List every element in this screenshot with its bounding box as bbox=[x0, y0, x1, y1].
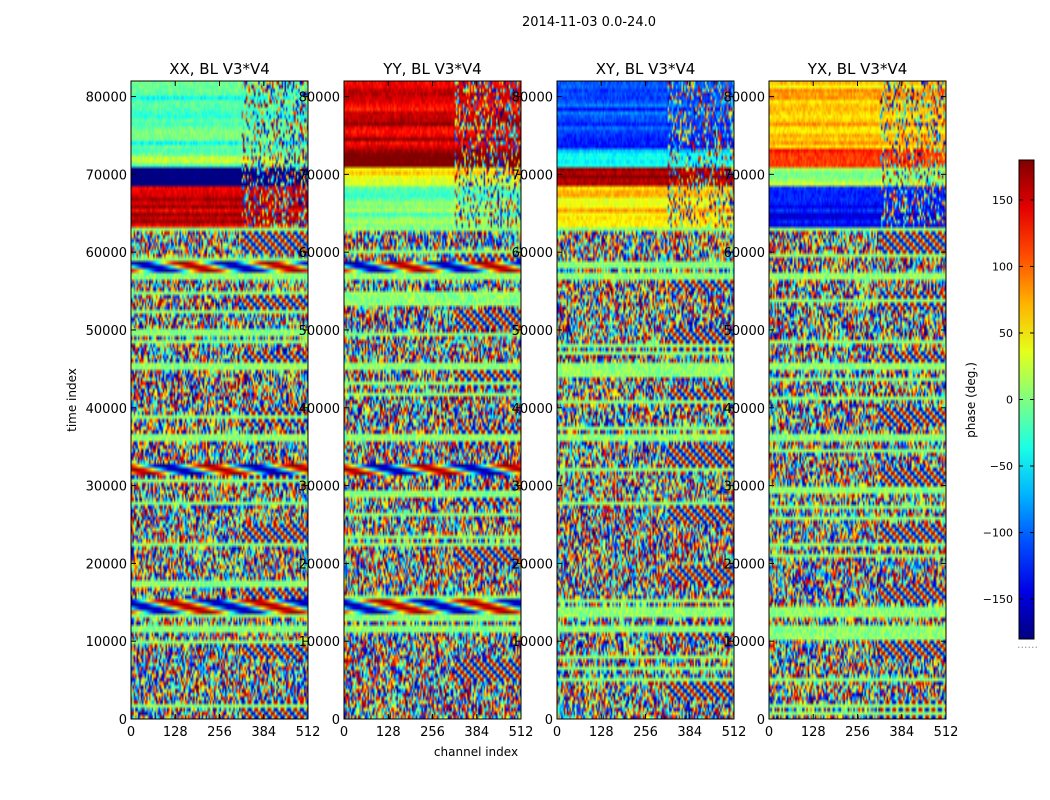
panels: XX, BL V3*V4 0 128 256 384 512 0 10000 20000 3000… bbox=[86, 60, 959, 740]
y-tick-label: 10000 bbox=[512, 635, 553, 650]
x-tick-label: 512 bbox=[509, 725, 534, 740]
y-tick-label: 70000 bbox=[724, 168, 765, 183]
y-tick-label: 0 bbox=[119, 713, 127, 728]
y-tick-label: 40000 bbox=[512, 402, 553, 417]
x-tick-label: 384 bbox=[464, 725, 489, 740]
heatmap-xy bbox=[557, 81, 734, 719]
x-tick-label: 128 bbox=[801, 725, 826, 740]
y-tick-label: 60000 bbox=[86, 246, 127, 261]
y-tick-label: 70000 bbox=[86, 168, 127, 183]
y-tick-label: 20000 bbox=[299, 557, 340, 572]
colorbar-tick-label: 100 bbox=[992, 260, 1013, 273]
x-tick-label: 128 bbox=[589, 725, 614, 740]
y-tick-label: 40000 bbox=[299, 402, 340, 417]
colorbar-tick-label: 150 bbox=[992, 194, 1013, 207]
panel-title: YX, BL V3*V4 bbox=[807, 60, 908, 78]
y-tick-label: 80000 bbox=[299, 91, 340, 106]
x-tick-label: 256 bbox=[207, 725, 232, 740]
colorbar-tick-label: 0 bbox=[1006, 394, 1013, 407]
panel-xx: XX, BL V3*V4 0 128 256 384 512 0 10000 20000 3000… bbox=[86, 60, 321, 740]
y-tick-label: 0 bbox=[757, 713, 765, 728]
y-tick-label: 80000 bbox=[724, 91, 765, 106]
x-tick-label: 512 bbox=[722, 725, 747, 740]
colorbar-label: phase (deg.) bbox=[964, 362, 978, 438]
x-tick-label: 0 bbox=[765, 725, 773, 740]
y-axis-label: time index bbox=[65, 368, 79, 432]
y-tick-label: 10000 bbox=[86, 635, 127, 650]
colorbar-tick-label: 50 bbox=[999, 327, 1013, 340]
x-tick-label: 128 bbox=[163, 725, 188, 740]
y-tick-label: 30000 bbox=[86, 480, 127, 495]
x-tick-label: 512 bbox=[934, 725, 959, 740]
y-tick-label: 20000 bbox=[512, 557, 553, 572]
y-tick-label: 20000 bbox=[86, 557, 127, 572]
y-tick-label: 40000 bbox=[724, 402, 765, 417]
y-tick-label: 70000 bbox=[299, 168, 340, 183]
colorbar: 150 100 50 0 −50 −100 −150...... bbox=[983, 159, 1038, 651]
panel-title: YY, BL V3*V4 bbox=[382, 60, 481, 78]
x-tick-label: 256 bbox=[420, 725, 445, 740]
colorbar-tick-label: −150 bbox=[983, 593, 1013, 606]
y-tick-label: 60000 bbox=[299, 246, 340, 261]
y-tick-label: 30000 bbox=[512, 480, 553, 495]
x-tick-label: 0 bbox=[340, 725, 348, 740]
x-tick-label: 512 bbox=[296, 725, 321, 740]
x-tick-label: 256 bbox=[633, 725, 658, 740]
x-axis-label: channel index bbox=[434, 745, 518, 759]
panel-title: XX, BL V3*V4 bbox=[169, 60, 270, 78]
y-tick-label: 0 bbox=[332, 713, 340, 728]
x-tick-label: 384 bbox=[889, 725, 914, 740]
y-tick-label: 60000 bbox=[724, 246, 765, 261]
y-tick-label: 80000 bbox=[512, 91, 553, 106]
heatmap-yx bbox=[769, 81, 946, 719]
x-tick-label: 384 bbox=[251, 725, 276, 740]
x-tick-label: 0 bbox=[553, 725, 561, 740]
y-tick-label: 40000 bbox=[86, 402, 127, 417]
colorbar-footer: ...... bbox=[1017, 638, 1038, 651]
y-tick-label: 50000 bbox=[86, 324, 127, 339]
panel-xy: XY, BL V3*V4 0 128 256 384 512 0 10000 20000 3000… bbox=[512, 60, 747, 740]
figure-title: 2014-11-03 0.0-24.0 bbox=[522, 15, 656, 30]
x-tick-label: 0 bbox=[127, 725, 135, 740]
heatmap-yy bbox=[344, 81, 521, 719]
y-tick-label: 60000 bbox=[512, 246, 553, 261]
panel-yy: YY, BL V3*V4 0 128 256 384 512 0 10000 20000 3000… bbox=[299, 60, 534, 740]
panel-yx: YX, BL V3*V4 0 128 256 384 512 0 10000 20000 3000… bbox=[724, 60, 959, 740]
x-tick-label: 128 bbox=[376, 725, 401, 740]
colorbar-tick-label: −100 bbox=[983, 527, 1013, 540]
x-tick-label: 256 bbox=[845, 725, 870, 740]
y-tick-label: 10000 bbox=[299, 635, 340, 650]
heatmap-xx bbox=[131, 81, 308, 719]
y-tick-label: 50000 bbox=[512, 324, 553, 339]
y-tick-label: 20000 bbox=[724, 557, 765, 572]
panel-title: XY, BL V3*V4 bbox=[596, 60, 696, 78]
x-tick-label: 384 bbox=[677, 725, 702, 740]
y-tick-label: 70000 bbox=[512, 168, 553, 183]
y-tick-label: 30000 bbox=[724, 480, 765, 495]
y-tick-label: 50000 bbox=[299, 324, 340, 339]
y-tick-label: 0 bbox=[545, 713, 553, 728]
y-tick-label: 80000 bbox=[86, 91, 127, 106]
y-tick-label: 30000 bbox=[299, 480, 340, 495]
y-tick-label: 10000 bbox=[724, 635, 765, 650]
colorbar-tick-label: −50 bbox=[990, 460, 1013, 473]
y-tick-label: 50000 bbox=[724, 324, 765, 339]
